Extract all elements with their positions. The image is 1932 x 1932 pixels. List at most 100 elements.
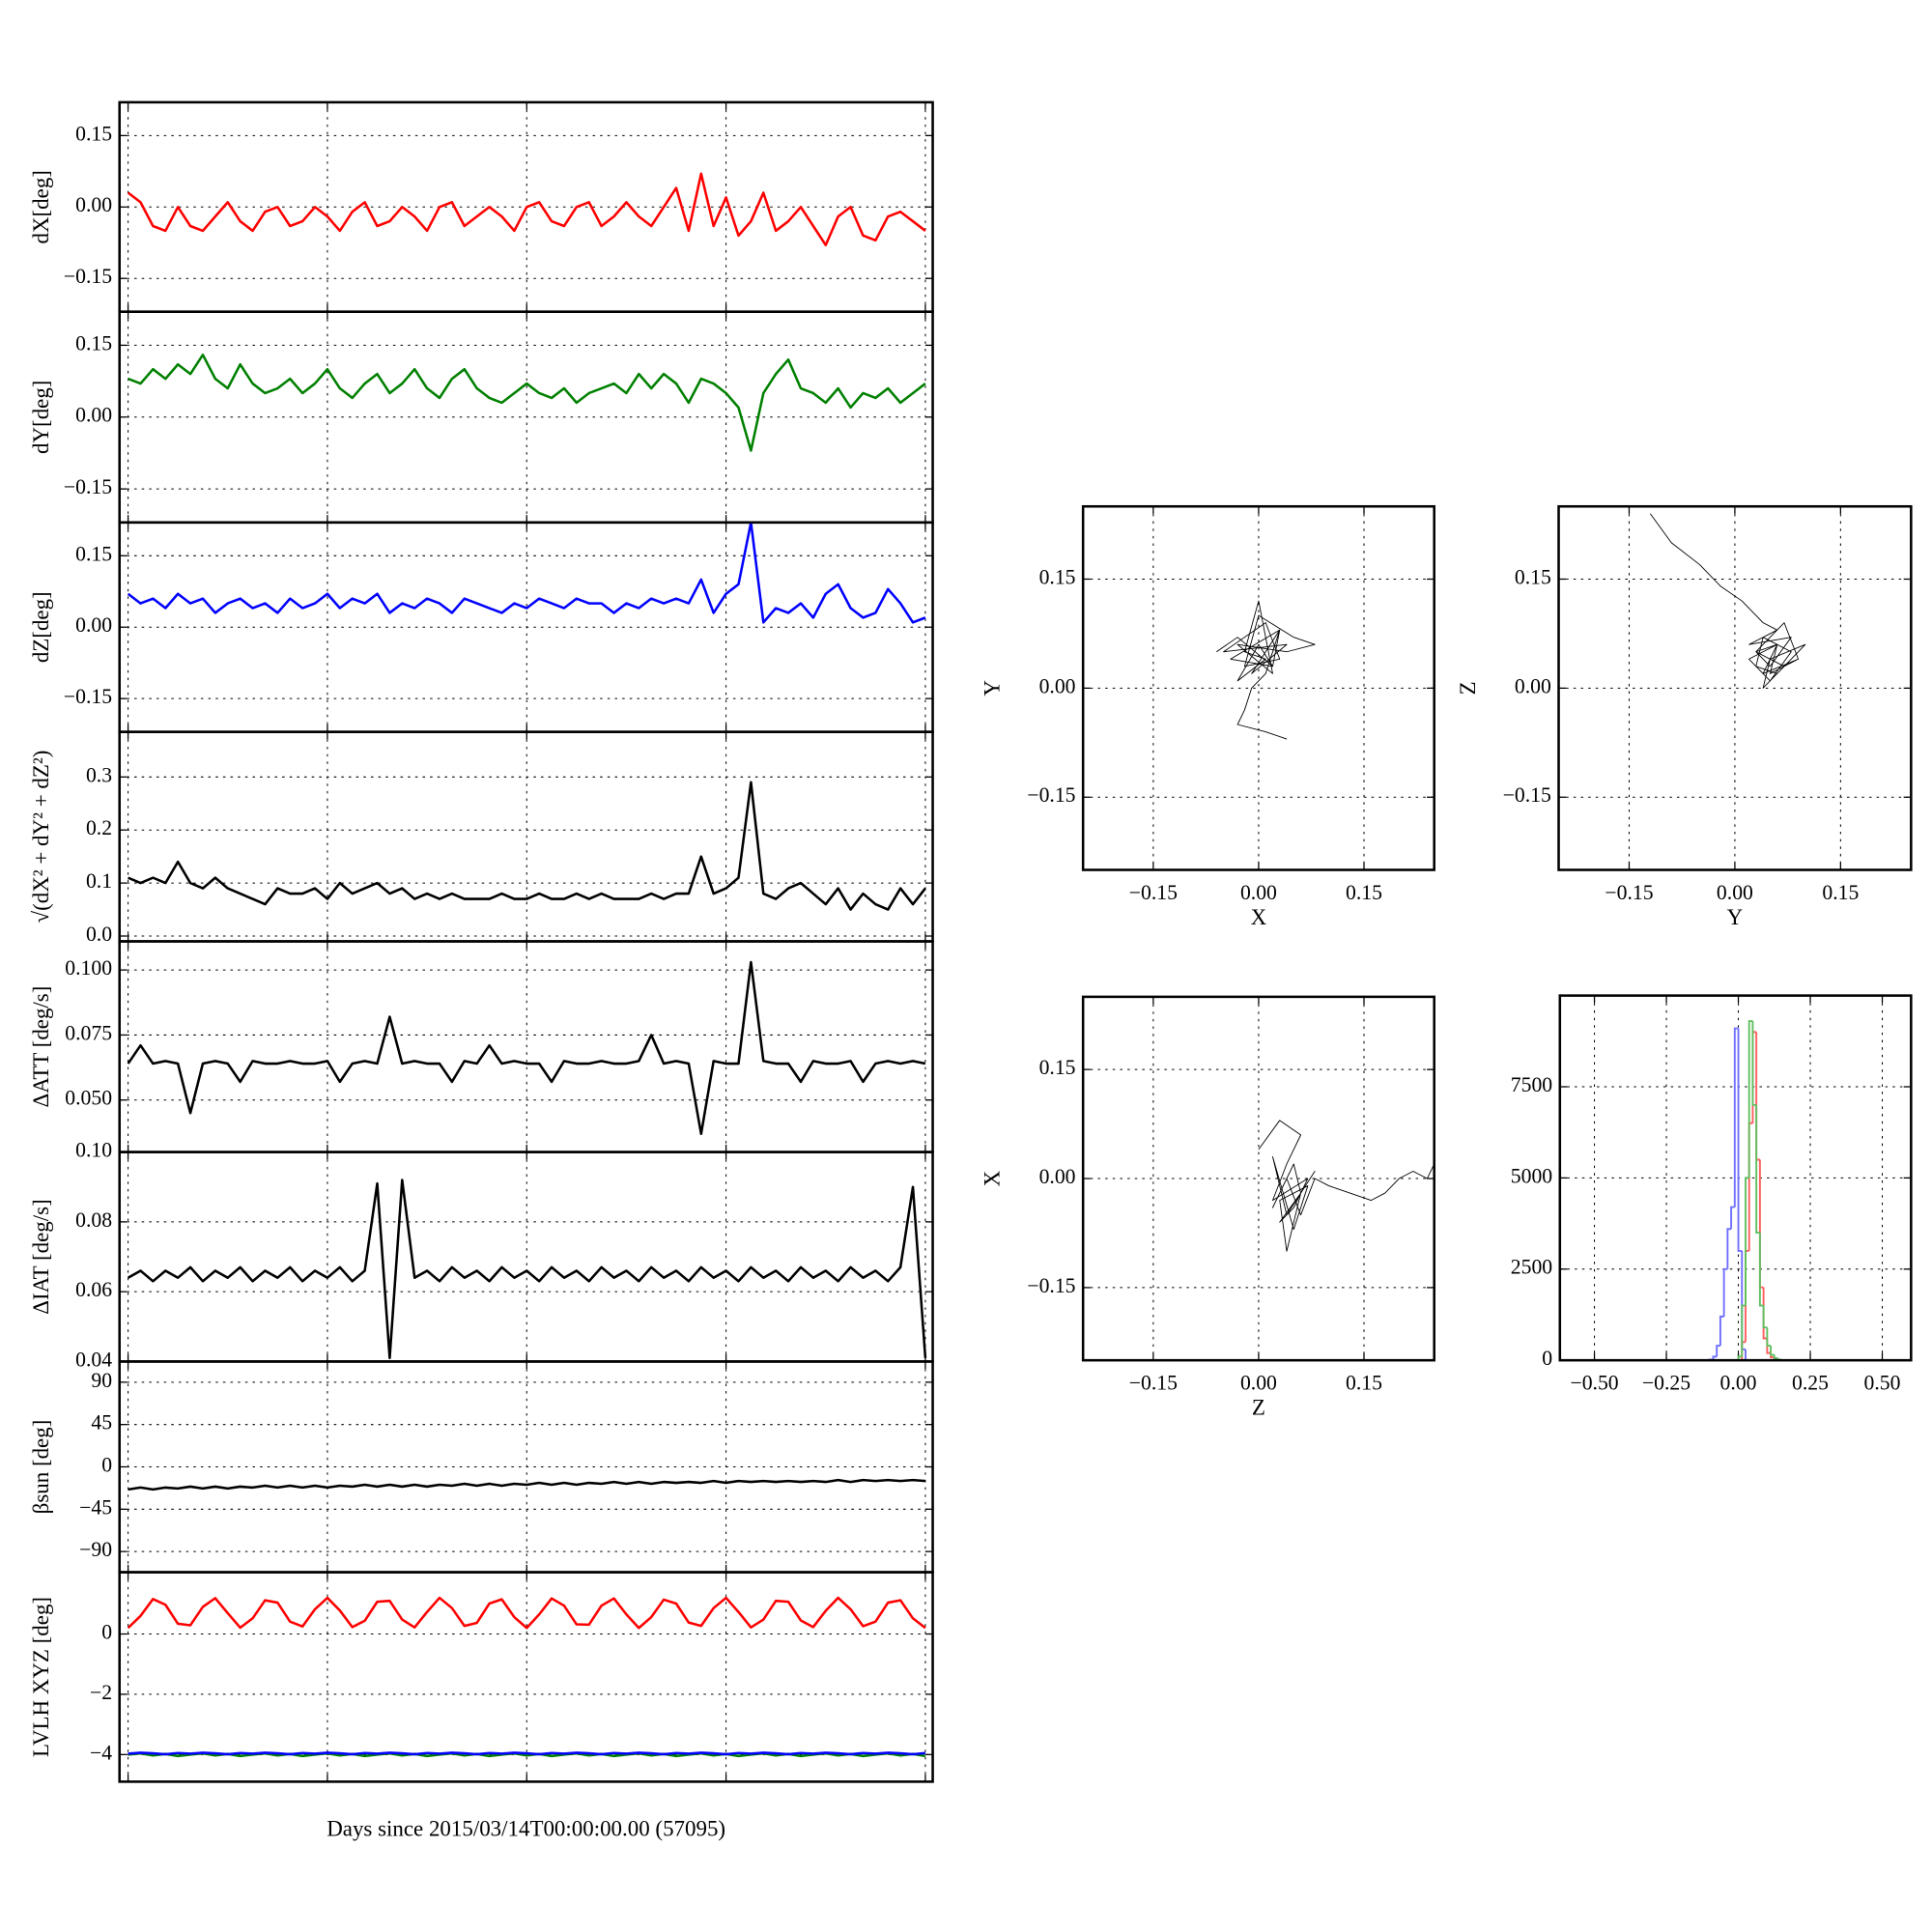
y-tick-label: 0.100 bbox=[65, 956, 112, 980]
hist-step bbox=[1733, 1027, 1739, 1208]
data-line bbox=[1216, 600, 1316, 740]
y-tick-label: 0.00 bbox=[75, 193, 112, 216]
hist-step bbox=[1766, 1327, 1772, 1348]
axes-frame bbox=[118, 940, 934, 1153]
plot-area bbox=[127, 960, 926, 1136]
hist-step bbox=[1745, 1349, 1749, 1361]
y-tick-label: −0.15 bbox=[1503, 783, 1551, 807]
hist-step bbox=[1722, 1267, 1728, 1317]
y-tick-label: −45 bbox=[79, 1495, 112, 1519]
y-tick-label: 0.1 bbox=[86, 869, 112, 893]
y-tick-label: 0.15 bbox=[75, 542, 112, 565]
panel: −0.15 0.00 0.15 −0.15 0.00 0.15 Y X bbox=[980, 504, 1435, 929]
x-axis-label: Z bbox=[1252, 1395, 1265, 1419]
data-line bbox=[1258, 1120, 1435, 1252]
plot-area bbox=[128, 354, 926, 452]
panel: −0.15 0.00 0.15 dY[deg] bbox=[29, 310, 934, 525]
x-tick-label: 0.15 bbox=[1346, 881, 1382, 904]
y-axis-label: Y bbox=[980, 680, 1005, 696]
y-tick-label: 0.10 bbox=[75, 1139, 112, 1162]
hist-step bbox=[1751, 1021, 1757, 1106]
y-tick-label: 0.06 bbox=[75, 1278, 112, 1301]
panel: −0.15 0.00 0.15 −0.15 0.00 0.15 X Z bbox=[980, 995, 1435, 1419]
y-tick-label: 0.15 bbox=[75, 122, 112, 145]
y-tick-label: 0.00 bbox=[1515, 674, 1551, 697]
axes-frame bbox=[118, 1571, 934, 1783]
plot-area bbox=[128, 781, 926, 911]
hist-step bbox=[1712, 1355, 1718, 1360]
x-tick-label: −0.50 bbox=[1570, 1372, 1618, 1395]
hist-step bbox=[1773, 1354, 1778, 1359]
y-tick-label: 0.00 bbox=[75, 404, 112, 427]
x-tick-label: 0.00 bbox=[1240, 1372, 1277, 1395]
y-tick-label: 0.08 bbox=[75, 1208, 112, 1232]
y-tick-label: 45 bbox=[91, 1411, 112, 1435]
panel: 0.04 0.06 0.08 0.10 ΔIAT [deg/s] bbox=[29, 1139, 934, 1371]
x-axis-label: Days since 2015/03/14T00:00:00.00 (57095… bbox=[327, 1817, 725, 1841]
hist-step bbox=[1730, 1206, 1735, 1230]
axes-frame bbox=[1081, 995, 1435, 1362]
y-tick-label: −0.15 bbox=[1027, 1274, 1075, 1297]
data-line bbox=[127, 960, 926, 1136]
hist-step bbox=[1726, 1228, 1732, 1269]
data-line bbox=[127, 522, 926, 624]
y-tick-label: 0.050 bbox=[65, 1087, 112, 1110]
y-axis-label: dY[deg] bbox=[29, 381, 53, 454]
x-tick-label: −0.15 bbox=[1129, 1372, 1178, 1395]
y-axis-label: √(dX² + dY² + dZ²) bbox=[29, 751, 53, 923]
axes-frame bbox=[1558, 994, 1913, 1362]
axes-frame bbox=[118, 1151, 934, 1363]
hist-step bbox=[1719, 1315, 1724, 1347]
x-axis-label: Y bbox=[1727, 905, 1744, 929]
y-axis-label: Z bbox=[1456, 681, 1480, 695]
x-tick-label: −0.15 bbox=[1605, 881, 1653, 904]
hist-step bbox=[1758, 1233, 1764, 1307]
y-axis-label: X bbox=[980, 1170, 1005, 1186]
y-tick-label: 0.2 bbox=[86, 816, 112, 839]
x-tick-label: 0.15 bbox=[1346, 1372, 1382, 1395]
y-tick-label: −0.15 bbox=[64, 685, 112, 708]
data-line bbox=[127, 1596, 926, 1630]
y-tick-label: 0 bbox=[1542, 1347, 1552, 1370]
x-tick-label: 0.25 bbox=[1792, 1372, 1829, 1395]
y-axis-label: dZ[deg] bbox=[29, 591, 53, 663]
y-tick-label: 0.15 bbox=[75, 331, 112, 355]
y-tick-label: 0 bbox=[101, 1453, 112, 1476]
hist-step bbox=[1762, 1305, 1768, 1329]
axes-frame bbox=[118, 730, 934, 943]
plot-area bbox=[127, 172, 926, 246]
y-tick-label: 0.15 bbox=[1515, 565, 1551, 588]
data-line bbox=[128, 354, 926, 452]
y-tick-label: 0.0 bbox=[86, 923, 112, 946]
x-tick-label: −0.25 bbox=[1642, 1372, 1690, 1395]
panel: −4 −2 0 LVLH XYZ [deg] Days since 2015/03/14… bbox=[29, 1571, 934, 1841]
axes-frame bbox=[1081, 504, 1435, 871]
y-tick-label: 0.00 bbox=[1039, 674, 1076, 697]
y-axis-label: ΔATT [deg/s] bbox=[29, 986, 53, 1108]
x-tick-label: 0.50 bbox=[1864, 1372, 1901, 1395]
panel: 0.050 0.075 0.100 ΔATT [deg/s] bbox=[29, 940, 934, 1153]
y-axis-label: βsun [deg] bbox=[29, 1420, 53, 1515]
axes-frame bbox=[1557, 504, 1913, 871]
y-tick-label: −0.15 bbox=[64, 265, 112, 288]
hist-step bbox=[1716, 1345, 1720, 1357]
plot-area bbox=[127, 1596, 926, 1758]
y-tick-label: 0.15 bbox=[1039, 565, 1076, 588]
panel: −90 −45 0 45 90 βsun [deg] bbox=[29, 1360, 934, 1574]
hist-step bbox=[1770, 1346, 1775, 1356]
y-tick-label: 7500 bbox=[1511, 1073, 1553, 1096]
plot-area bbox=[1650, 513, 1806, 689]
x-tick-label: 0.00 bbox=[1717, 881, 1753, 904]
y-tick-label: 0.15 bbox=[1039, 1056, 1076, 1079]
y-tick-label: 0.00 bbox=[1039, 1165, 1076, 1188]
y-axis-label: dX[deg] bbox=[29, 170, 53, 243]
plot-area bbox=[1258, 1120, 1435, 1252]
x-tick-label: 0.00 bbox=[1720, 1372, 1757, 1395]
plot-area bbox=[127, 522, 926, 624]
hist-step bbox=[1741, 1304, 1746, 1357]
y-axis-label: LVLH XYZ [deg] bbox=[29, 1597, 53, 1757]
data-line bbox=[127, 172, 926, 246]
data-line bbox=[1650, 513, 1806, 689]
panel: −0.15 0.00 0.15 dZ[deg] bbox=[29, 521, 934, 733]
